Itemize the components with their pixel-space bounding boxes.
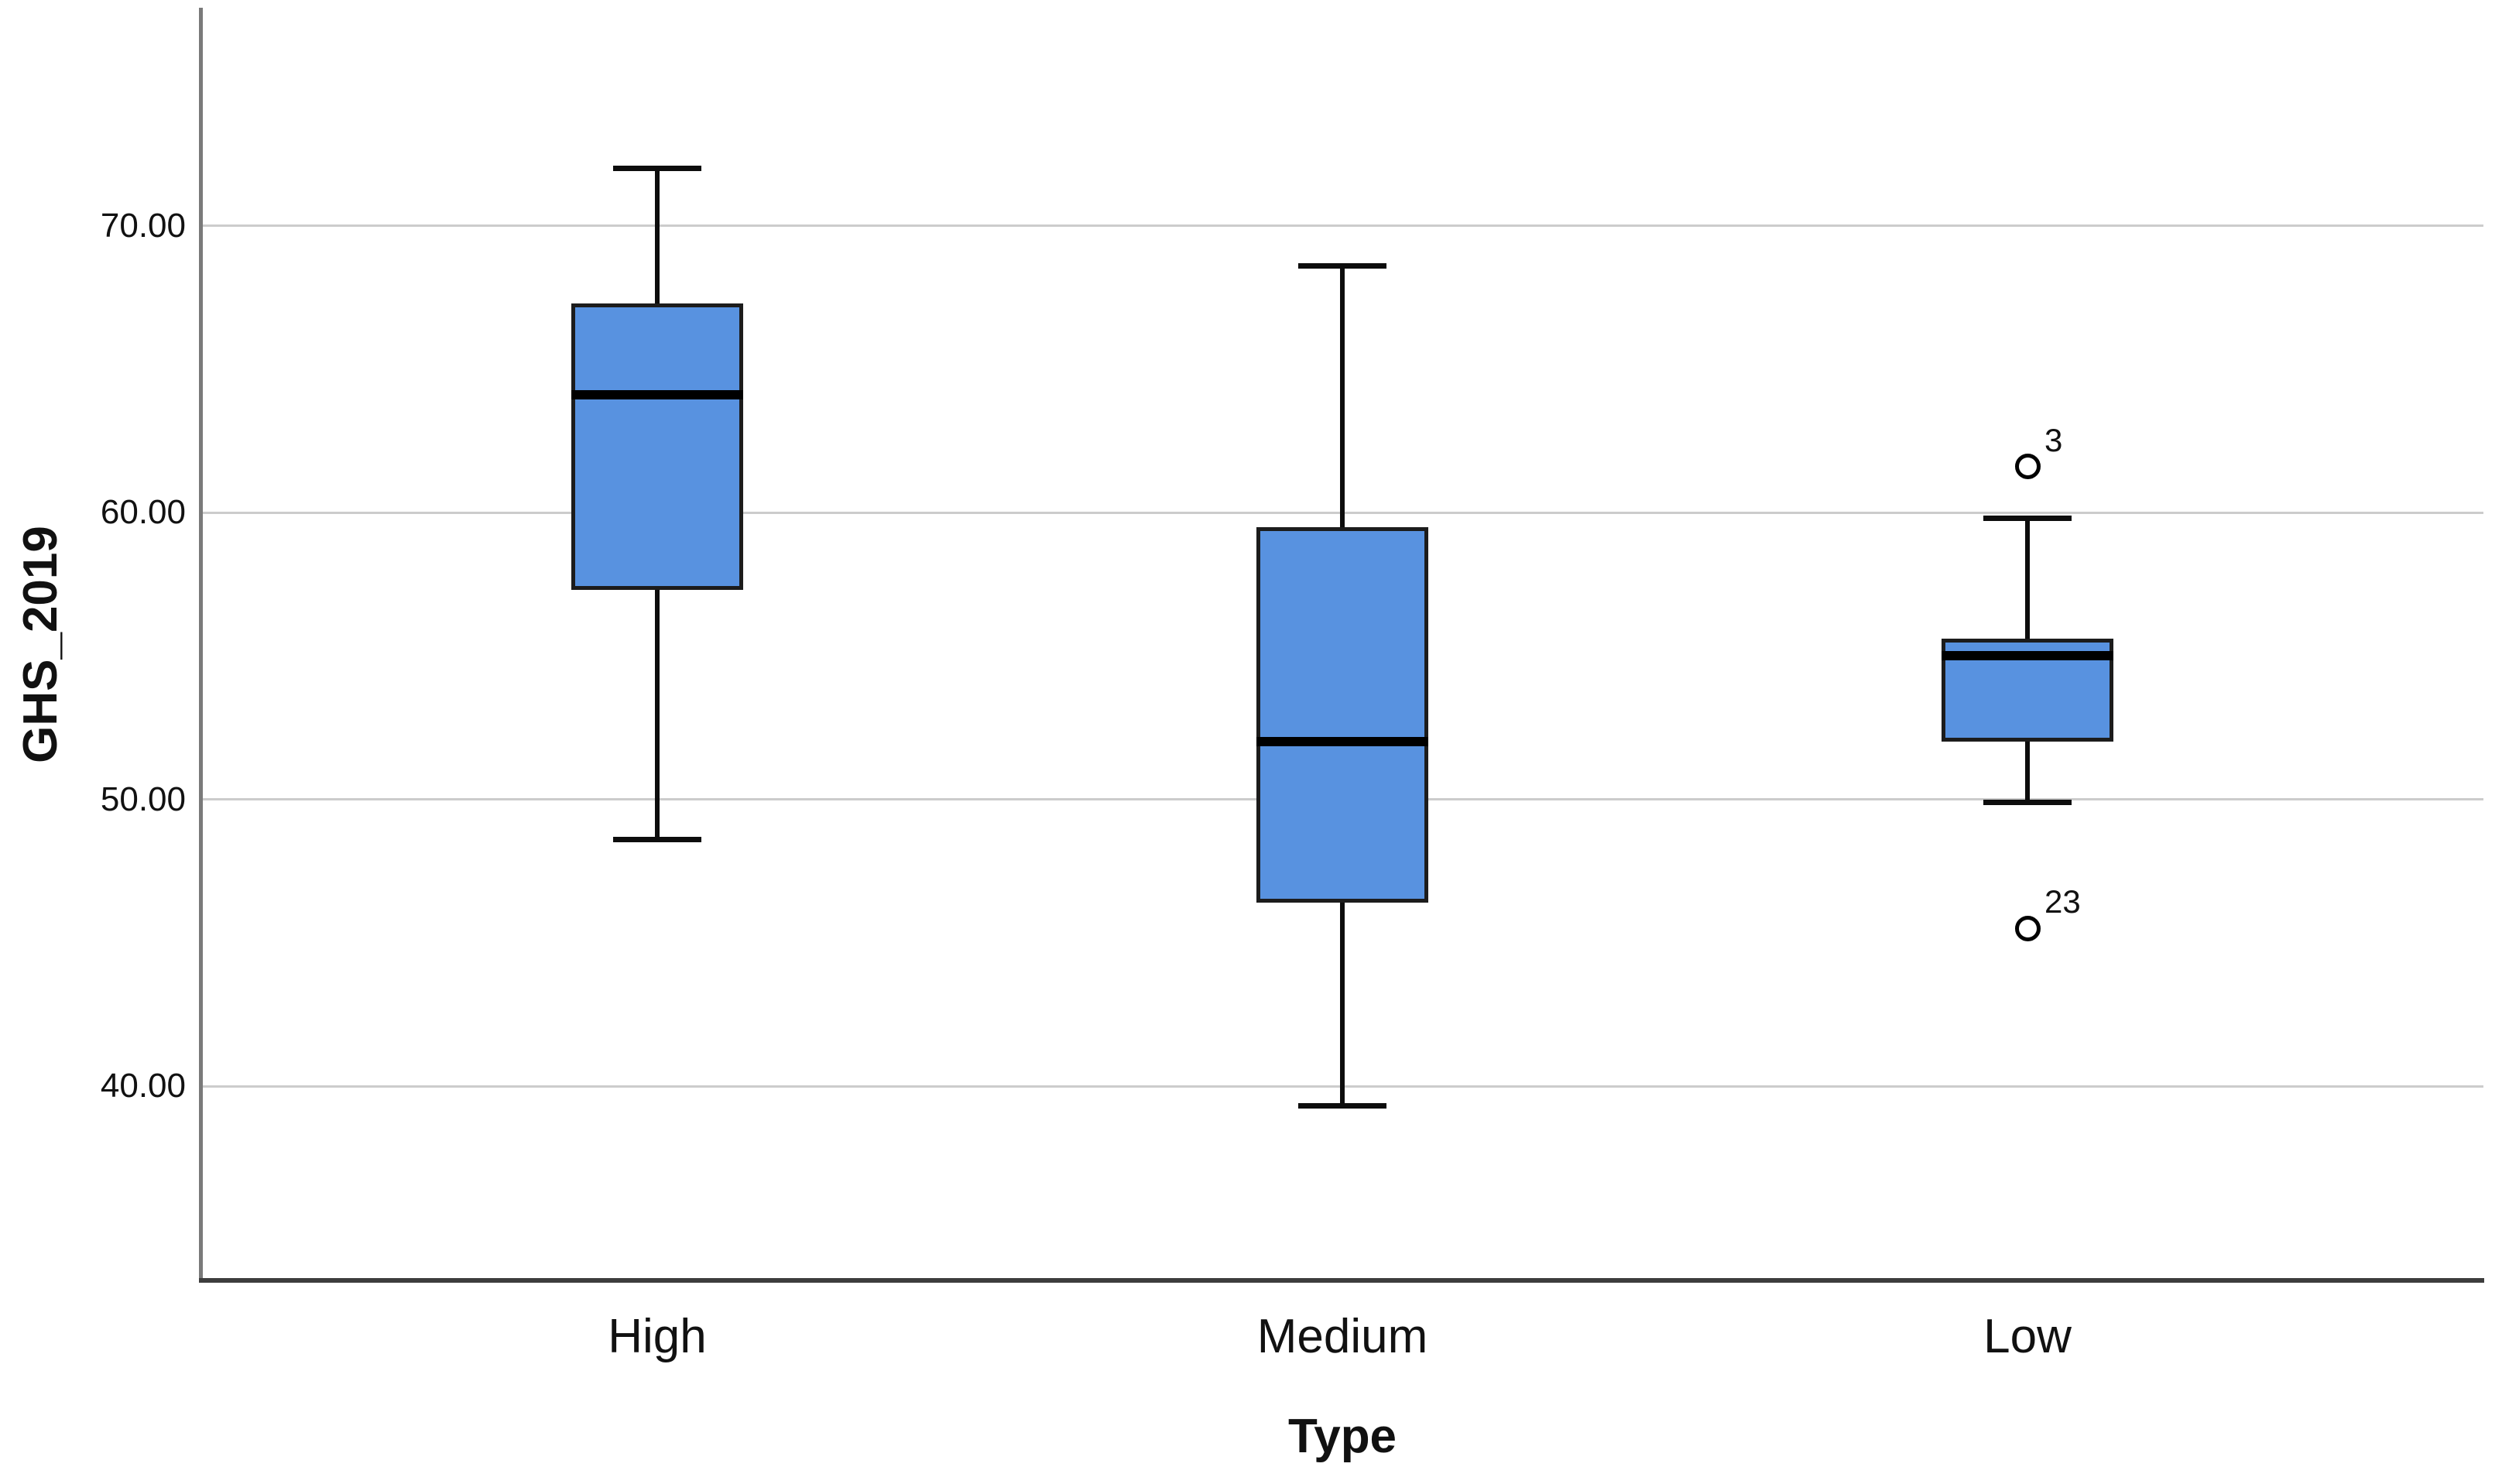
x-category-label-high: High: [608, 1310, 707, 1363]
outlier-label-23: 23: [2044, 883, 2081, 920]
box-high: [571, 303, 743, 591]
whisker-cap-bottom: [1298, 1103, 1386, 1109]
outlier-point-23: [2014, 915, 2041, 941]
whisker-cap-top: [1298, 262, 1386, 269]
outlier-label-3: 3: [2044, 421, 2063, 458]
box-medium: [1256, 526, 1428, 903]
outlier-point-3: [2014, 454, 2041, 480]
y-tick-label-60: 60.00: [100, 493, 186, 532]
x-category-label-low: Low: [1983, 1310, 2072, 1363]
y-tick-label-50: 50.00: [100, 780, 186, 818]
whisker-cap-bottom: [1983, 799, 2072, 805]
x-axis-title: Type: [1287, 1410, 1397, 1463]
y-axis-line: [199, 8, 203, 1282]
x-axis-line: [199, 1278, 2484, 1283]
y-tick-label-70: 70.00: [100, 206, 186, 245]
y-tick-label-40: 40.00: [100, 1067, 186, 1105]
median-line-medium: [1256, 737, 1428, 747]
whisker-cap-top: [1983, 515, 2072, 521]
whisker-cap-bottom: [613, 836, 701, 842]
gridline-70: [203, 224, 2483, 228]
whisker-cap-top: [613, 165, 701, 171]
y-axis-title-text: GHS_2019: [13, 525, 67, 763]
median-line-high: [571, 390, 743, 400]
median-line-low: [1942, 651, 2113, 661]
x-category-label-medium: Medium: [1256, 1310, 1428, 1363]
